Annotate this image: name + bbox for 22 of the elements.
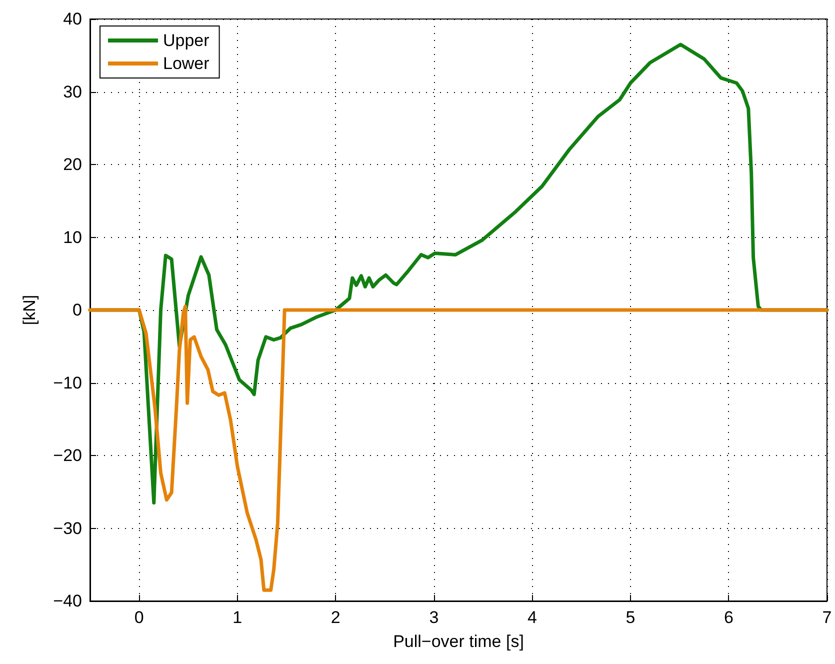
x-tick-label: 7 [822, 608, 832, 627]
y-axis-title: [kN] [20, 294, 39, 326]
x-tick-label: 4 [527, 608, 537, 627]
legend-label: Lower [163, 54, 210, 73]
x-tick-label: 2 [330, 608, 340, 627]
x-axis-title: Pull−over time [s] [393, 632, 524, 651]
y-tick-label: 40 [63, 10, 82, 28]
x-tick-label: 5 [626, 608, 636, 627]
y-tick-label: 10 [63, 228, 82, 247]
y-tick-label: −30 [53, 518, 82, 538]
y-tick-label: 20 [63, 155, 82, 174]
y-tick-label: 30 [63, 82, 82, 102]
x-tick-label: 3 [429, 608, 439, 627]
y-tick-label: −10 [53, 373, 82, 392]
y-tick-label: −40 [53, 592, 82, 610]
y-tick-label: 0 [72, 300, 82, 320]
x-tick-label: 0 [134, 608, 144, 627]
x-tick-label: 1 [232, 608, 242, 627]
line-series [88, 304, 829, 592]
y-tick-label: −20 [53, 446, 82, 465]
legend-label: Upper [163, 31, 210, 50]
x-tick-label: 6 [724, 608, 734, 627]
